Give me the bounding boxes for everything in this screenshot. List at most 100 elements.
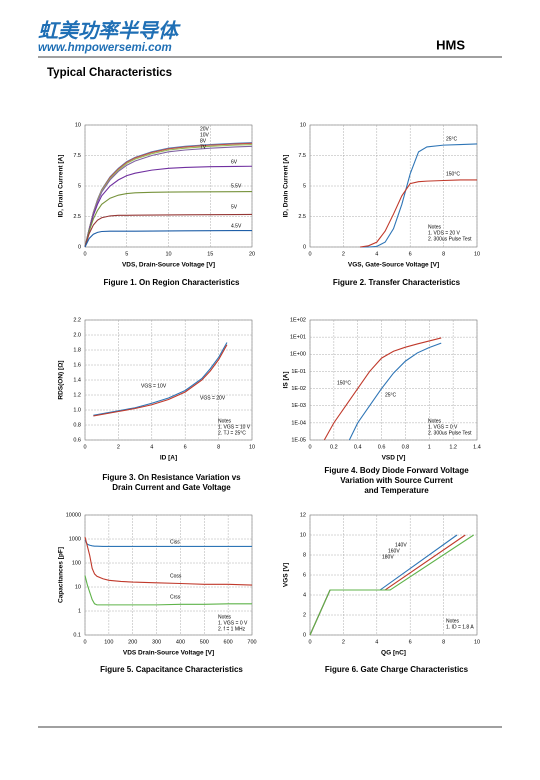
figure-caption: Variation with Source Current xyxy=(340,476,453,485)
note: Notes xyxy=(218,614,232,620)
series-label: 7V xyxy=(200,144,207,150)
figure-caption: Drain Current and Gate Voltage xyxy=(112,483,231,492)
y-tick-label: 1E-02 xyxy=(291,386,306,392)
y-tick-label: 1.6 xyxy=(73,362,81,368)
series-label: 4.5V xyxy=(231,223,242,229)
x-tick-label: 0 xyxy=(83,251,86,257)
y-axis-label: ID, Drain Current [A] xyxy=(283,155,290,218)
x-tick-label: 4 xyxy=(375,251,378,257)
website: www.hmpowersemi.com xyxy=(38,42,172,54)
series-line xyxy=(309,534,474,636)
y-tick-label: 5 xyxy=(78,183,81,189)
x-tick-label: 0 xyxy=(308,444,311,450)
plot-area xyxy=(309,319,478,441)
y-tick-label: 1000 xyxy=(69,536,81,542)
x-tick-label: 0.8 xyxy=(402,444,410,450)
figure-caption: Figure 4. Body Diode Forward Voltage xyxy=(324,466,469,475)
series-line xyxy=(93,342,228,416)
y-tick-label: 2.2 xyxy=(73,317,81,323)
x-tick-label: 700 xyxy=(247,639,256,645)
y-tick-label: 2.5 xyxy=(73,214,81,220)
series-line xyxy=(93,344,228,417)
series-label: Crss xyxy=(170,594,181,600)
series-line xyxy=(348,342,442,441)
y-tick-label: 0.1 xyxy=(73,632,81,638)
note: 1. VGS = 0 V xyxy=(218,620,248,626)
note: Notes xyxy=(428,224,442,230)
figure-caption: Figure 3. On Resistance Variation vs xyxy=(102,473,241,482)
x-tick-label: 0.4 xyxy=(354,444,362,450)
y-axis-label: RDS(ON) [Ω] xyxy=(58,360,65,399)
series-label: 8V xyxy=(200,138,207,144)
y-tick-label: 1.4 xyxy=(73,377,81,383)
x-tick-label: 0 xyxy=(308,639,311,645)
y-tick-label: 1E+00 xyxy=(290,352,306,358)
series-label: 25°C xyxy=(446,136,458,142)
y-tick-label: 12 xyxy=(300,512,306,518)
y-tick-label: 10 xyxy=(75,584,81,590)
x-tick-label: 600 xyxy=(224,639,233,645)
y-tick-label: 1 xyxy=(78,608,81,614)
y-tick-label: 0 xyxy=(303,244,306,250)
y-tick-label: 10 xyxy=(300,122,306,128)
x-tick-label: 6 xyxy=(409,639,412,645)
y-tick-label: 0 xyxy=(78,244,81,250)
x-tick-label: 0.2 xyxy=(330,444,338,450)
series-label: 10V xyxy=(200,132,210,138)
note: 1. VDS = 20 V xyxy=(428,230,460,236)
x-tick-label: 300 xyxy=(152,639,161,645)
section-title: Typical Characteristics xyxy=(47,67,172,79)
y-tick-label: 0.6 xyxy=(73,437,81,443)
note: 1. ID = 1.8 A xyxy=(446,624,474,630)
logo: 虹美功率半导体 xyxy=(38,19,181,43)
y-tick-label: 0.8 xyxy=(73,422,81,428)
series-label: 180V xyxy=(382,554,394,560)
note: 2. TJ = 25°C xyxy=(218,430,246,436)
figure-caption: and Temperature xyxy=(364,486,429,495)
series-line xyxy=(84,229,252,248)
x-tick-label: 100 xyxy=(104,639,113,645)
series-label: 20V xyxy=(200,126,210,132)
y-tick-label: 7.5 xyxy=(73,153,81,159)
x-tick-label: 200 xyxy=(128,639,137,645)
series-line xyxy=(84,536,253,586)
series-label: 160V xyxy=(388,548,400,554)
x-tick-label: 6 xyxy=(409,251,412,257)
x-tick-label: 0 xyxy=(308,251,311,257)
x-tick-label: 2 xyxy=(117,444,120,450)
series-label: 6V xyxy=(231,159,238,165)
x-tick-label: 10 xyxy=(249,444,255,450)
y-tick-label: 5 xyxy=(303,183,306,189)
series-label: 5.5V xyxy=(231,183,242,189)
series-label: 150°C xyxy=(446,171,460,177)
series-line xyxy=(84,191,253,248)
part-number: HMS xyxy=(436,37,465,52)
x-tick-label: 10 xyxy=(165,251,171,257)
figure-caption: Figure 1. On Region Characteristics xyxy=(103,278,240,287)
x-tick-label: 0.6 xyxy=(378,444,386,450)
y-tick-label: 6 xyxy=(303,572,306,578)
y-tick-label: 10000 xyxy=(66,512,81,518)
note: 1. VGS = 0 V xyxy=(428,424,458,430)
figure-caption: Figure 6. Gate Charge Characteristics xyxy=(325,665,469,674)
series-label: VGS = 10V xyxy=(141,383,167,389)
x-tick-label: 20 xyxy=(249,251,255,257)
x-tick-label: 8 xyxy=(442,639,445,645)
series-line xyxy=(323,337,442,441)
y-axis-label: Capacitances [pF] xyxy=(58,547,65,603)
series-label: VGS = 20V xyxy=(200,395,226,401)
x-tick-label: 4 xyxy=(150,444,153,450)
y-tick-label: 2 xyxy=(303,612,306,618)
series-label: 25°C xyxy=(385,392,397,398)
y-tick-label: 4 xyxy=(303,592,306,598)
series-label: 140V xyxy=(395,542,407,548)
x-tick-label: 8 xyxy=(217,444,220,450)
y-tick-label: 1E-04 xyxy=(291,420,306,426)
y-tick-label: 10 xyxy=(300,532,306,538)
note: Notes xyxy=(428,418,442,424)
series-label: 150°C xyxy=(337,380,351,386)
x-tick-label: 10 xyxy=(474,639,480,645)
y-axis-label: IS [A] xyxy=(283,372,290,389)
y-tick-label: 1.8 xyxy=(73,347,81,353)
